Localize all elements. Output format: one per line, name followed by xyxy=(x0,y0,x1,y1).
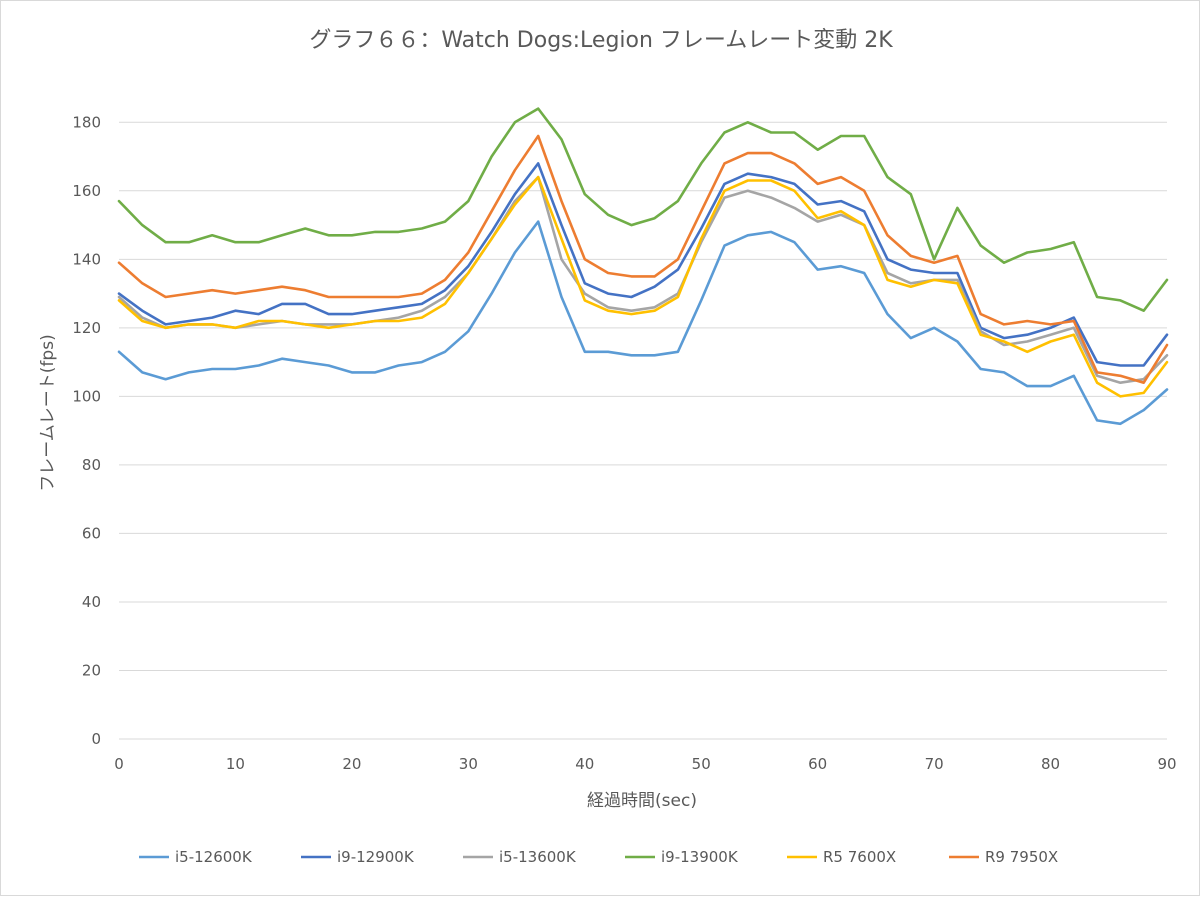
series-lines xyxy=(117,107,1169,426)
series-line-i5-13600k xyxy=(117,175,1169,385)
x-tick-label: 90 xyxy=(1157,755,1176,773)
chart-title: グラフ６６：Watch Dogs:Legion フレームレート変動 2K xyxy=(309,28,893,53)
y-tick-label: 40 xyxy=(82,593,101,611)
axis-ticks: 0 20 40 60 80 100 120 140 160 180 0 10 20 30 40 50 60 70 8… xyxy=(72,113,1176,773)
y-tick-label: 100 xyxy=(72,387,101,405)
x-tick-label: 70 xyxy=(925,755,944,773)
y-tick-label: 160 xyxy=(72,182,101,200)
gridlines xyxy=(119,121,1167,740)
x-axis-title: 経過時間(sec) xyxy=(587,791,697,811)
legend: i5-12600K i9-12900K i5-13600K i9-13900K R5 7… xyxy=(139,848,1058,866)
legend-label: i5-12600K xyxy=(175,848,253,866)
x-tick-label: 80 xyxy=(1041,755,1060,773)
x-tick-label: 10 xyxy=(226,755,245,773)
legend-label: R9 7950X xyxy=(985,848,1058,866)
x-tick-label: 0 xyxy=(114,755,124,773)
y-axis-title: フレームレート(fps) xyxy=(38,334,58,491)
series-line-i5-12600k xyxy=(117,220,1169,426)
y-tick-label: 60 xyxy=(82,524,101,542)
x-tick-label: 20 xyxy=(342,755,361,773)
y-tick-label: 0 xyxy=(91,730,101,748)
series-line-r9-7950x xyxy=(117,134,1169,385)
x-tick-label: 60 xyxy=(808,755,827,773)
x-tick-label: 40 xyxy=(575,755,594,773)
y-tick-label: 80 xyxy=(82,456,101,474)
x-tick-label: 50 xyxy=(692,755,711,773)
y-tick-label: 120 xyxy=(72,319,101,337)
legend-label: R5 7600X xyxy=(823,848,896,866)
y-tick-label: 140 xyxy=(72,250,101,268)
legend-label: i9-13900K xyxy=(661,848,739,866)
legend-label: i5-13600K xyxy=(499,848,577,866)
series-line-i9-13900k xyxy=(117,107,1169,313)
y-tick-label: 20 xyxy=(82,661,101,679)
y-tick-label: 180 xyxy=(72,113,101,131)
x-tick-label: 30 xyxy=(459,755,478,773)
series-line-r5-7600x xyxy=(117,175,1169,398)
legend-label: i9-12900K xyxy=(337,848,415,866)
series-line-i9-12900k xyxy=(117,162,1169,367)
